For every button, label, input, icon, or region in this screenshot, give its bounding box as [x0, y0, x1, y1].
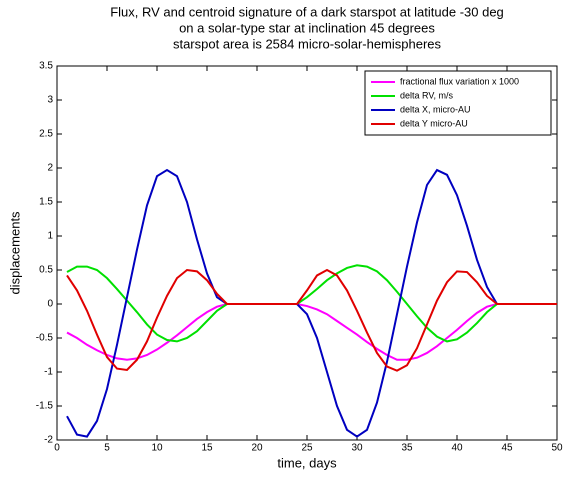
y-tick-label: -1.5	[36, 401, 54, 412]
x-tick-label: 25	[301, 443, 313, 454]
x-tick-label: 10	[151, 443, 163, 454]
x-tick-label: 15	[201, 443, 213, 454]
y-tick-label: 0.5	[39, 265, 53, 276]
x-tick-label: 0	[54, 443, 60, 454]
legend-label: delta X, micro-AU	[400, 104, 471, 114]
y-tick-label: 2.5	[39, 129, 53, 140]
data-line	[66, 168, 557, 438]
y-tick-label: 0	[47, 299, 53, 310]
legend-box	[364, 70, 552, 136]
x-tick-label: 40	[451, 443, 463, 454]
y-axis-label: displacements	[7, 211, 22, 295]
legend-label: delta RV, m/s	[400, 90, 454, 100]
data-line	[66, 268, 557, 372]
chart-title: Flux, RV and centroid signature of a dar…	[110, 4, 504, 19]
x-tick-label: 50	[551, 443, 563, 454]
y-tick-label: 1.5	[39, 197, 53, 208]
y-tick-label: -0.5	[36, 333, 54, 344]
x-axis-label: time, days	[277, 455, 337, 470]
chart-title: starspot area is 2584 micro-solar-hemisp…	[173, 36, 442, 51]
y-tick-label: -1	[44, 367, 53, 378]
x-tick-label: 45	[501, 443, 513, 454]
y-tick-label: 3.5	[39, 61, 53, 72]
y-tick-label: -2	[44, 435, 53, 446]
legend-label: delta Y micro-AU	[400, 118, 468, 128]
legend-label: fractional flux variation x 1000	[400, 76, 519, 86]
x-tick-label: 20	[251, 443, 263, 454]
y-tick-label: 2	[47, 163, 53, 174]
chart-title: on a solar-type star at inclination 45 d…	[179, 20, 435, 35]
y-tick-label: 1	[47, 231, 53, 242]
x-tick-label: 30	[351, 443, 363, 454]
data-line	[66, 303, 557, 361]
data-line	[66, 264, 557, 343]
plot-frame	[56, 65, 558, 441]
x-tick-label: 35	[401, 443, 413, 454]
y-tick-label: 3	[47, 95, 53, 106]
x-tick-label: 5	[104, 443, 110, 454]
